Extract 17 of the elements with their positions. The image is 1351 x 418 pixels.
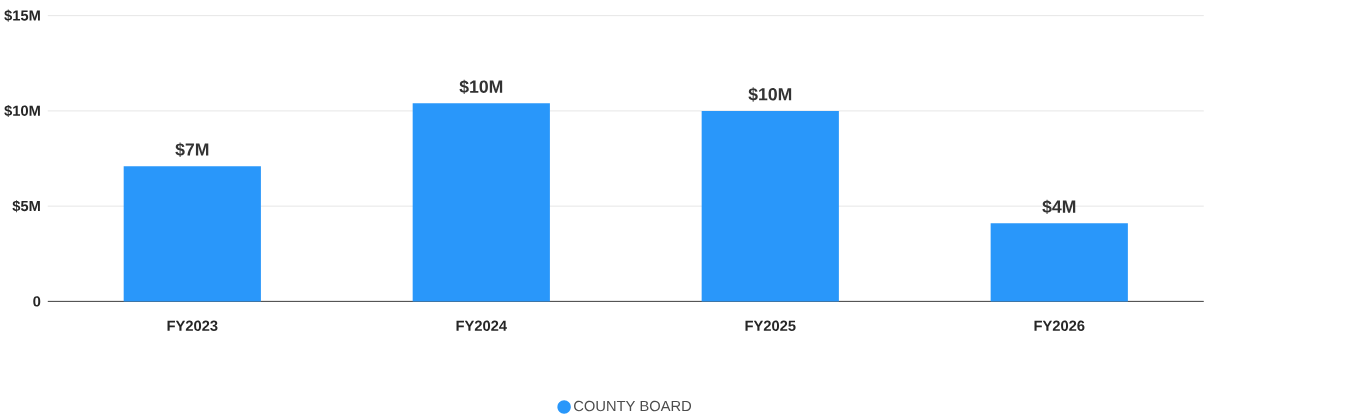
y-tick-label: $10M [4,104,40,117]
bar [701,110,839,302]
y-tick-label: $5M [12,200,40,213]
x-tick-label: FY2026 [1034,320,1085,332]
bar [412,103,550,302]
data-label: $7M [175,142,209,157]
data-label: $10M [459,79,503,95]
bar [123,166,261,302]
y-tick-label: $15M [4,9,40,22]
data-label: $10M [748,87,792,102]
x-tick-label: FY2023 [167,320,218,332]
x-tick-label: FY2024 [456,320,507,332]
legend-label: COUNTY BOARD [574,400,692,412]
x-tick-label: FY2025 [745,320,796,332]
y-tick-label: 0 [33,296,41,307]
data-label: $4M [1042,199,1076,215]
bar [990,223,1128,302]
